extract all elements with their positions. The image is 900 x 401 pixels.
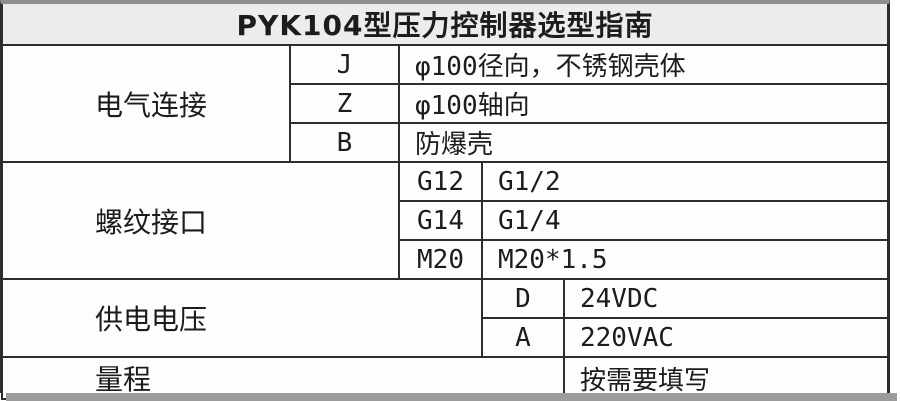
option-code-d: D bbox=[481, 278, 565, 319]
option-code-m20: M20 bbox=[398, 239, 483, 280]
option-desc-g12: G1/2 bbox=[481, 161, 889, 202]
section-label-electrical-connection: 电气连接 bbox=[1, 44, 291, 163]
option-code-a: A bbox=[481, 317, 565, 358]
option-desc-m20: M20*1.5 bbox=[481, 239, 889, 280]
table-row: 螺纹接口 G12 G1/2 bbox=[1, 161, 889, 280]
page-title: PYK104型压力控制器选型指南 bbox=[1, 4, 889, 46]
table-drop-shadow bbox=[6, 393, 897, 401]
table-row: 供电电压 D 24VDC bbox=[1, 278, 889, 358]
title-row: PYK104型压力控制器选型指南 bbox=[1, 4, 889, 46]
section-label-thread-interface: 螺纹接口 bbox=[1, 161, 400, 280]
selection-guide-table: PYK104型压力控制器选型指南 电气连接 J φ100径向，不锈钢壳体 Z φ… bbox=[1, 4, 889, 400]
option-desc-d: 24VDC bbox=[563, 278, 889, 319]
option-code-j: J bbox=[289, 44, 400, 85]
table-row: Z φ100轴向 bbox=[2, 83, 889, 124]
option-code-g14: G14 bbox=[398, 200, 483, 241]
range-value: 按需要填写 bbox=[563, 356, 889, 400]
option-code-b: B bbox=[289, 122, 400, 163]
table-row: B 防爆壳 bbox=[2, 122, 889, 163]
table-row: G14 G1/4 bbox=[2, 200, 889, 241]
table-row: A 220VAC bbox=[2, 317, 889, 358]
section-label-supply-voltage: 供电电压 bbox=[1, 278, 483, 358]
table-row: M20 M20*1.5 bbox=[2, 239, 889, 280]
option-desc-g14: G1/4 bbox=[481, 200, 889, 241]
option-desc-a: 220VAC bbox=[563, 317, 889, 358]
option-desc-j: φ100径向，不锈钢壳体 bbox=[398, 44, 889, 85]
option-desc-z: φ100轴向 bbox=[398, 83, 889, 124]
table-row: 电气连接 J φ100径向，不锈钢壳体 bbox=[1, 44, 889, 163]
option-desc-b: 防爆壳 bbox=[398, 122, 889, 163]
option-code-z: Z bbox=[289, 83, 400, 124]
option-code-g12: G12 bbox=[398, 161, 483, 202]
